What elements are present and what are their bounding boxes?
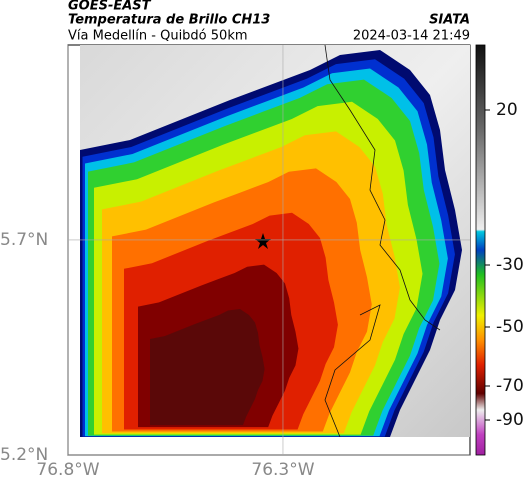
x-tick-label: 76.8°W <box>36 460 99 480</box>
cloud-layer <box>150 309 265 426</box>
colorbar-tick-label: -70 <box>496 376 524 396</box>
colorbar-tick-label: -30 <box>496 255 524 275</box>
colorbar-tick-label: -90 <box>496 410 524 430</box>
colorbar-tick-label: -50 <box>496 317 524 337</box>
subtitle: Vía Medellín - Quibdó 50km <box>68 29 248 44</box>
source: GOES-EAST <box>68 0 152 14</box>
map-image <box>80 45 470 437</box>
agency: SIATA <box>429 13 470 28</box>
timestamp: 2024-03-14 21:49 <box>353 29 470 44</box>
y-tick-label: 5.2°N <box>0 445 48 465</box>
title: Temperatura de Brillo CH13 <box>68 13 270 28</box>
colorbar-tick-label: 20 <box>496 100 518 120</box>
colorbar <box>475 44 486 456</box>
x-tick-label: 76.3°W <box>251 460 314 480</box>
y-tick-label: 5.7°N <box>0 230 48 250</box>
